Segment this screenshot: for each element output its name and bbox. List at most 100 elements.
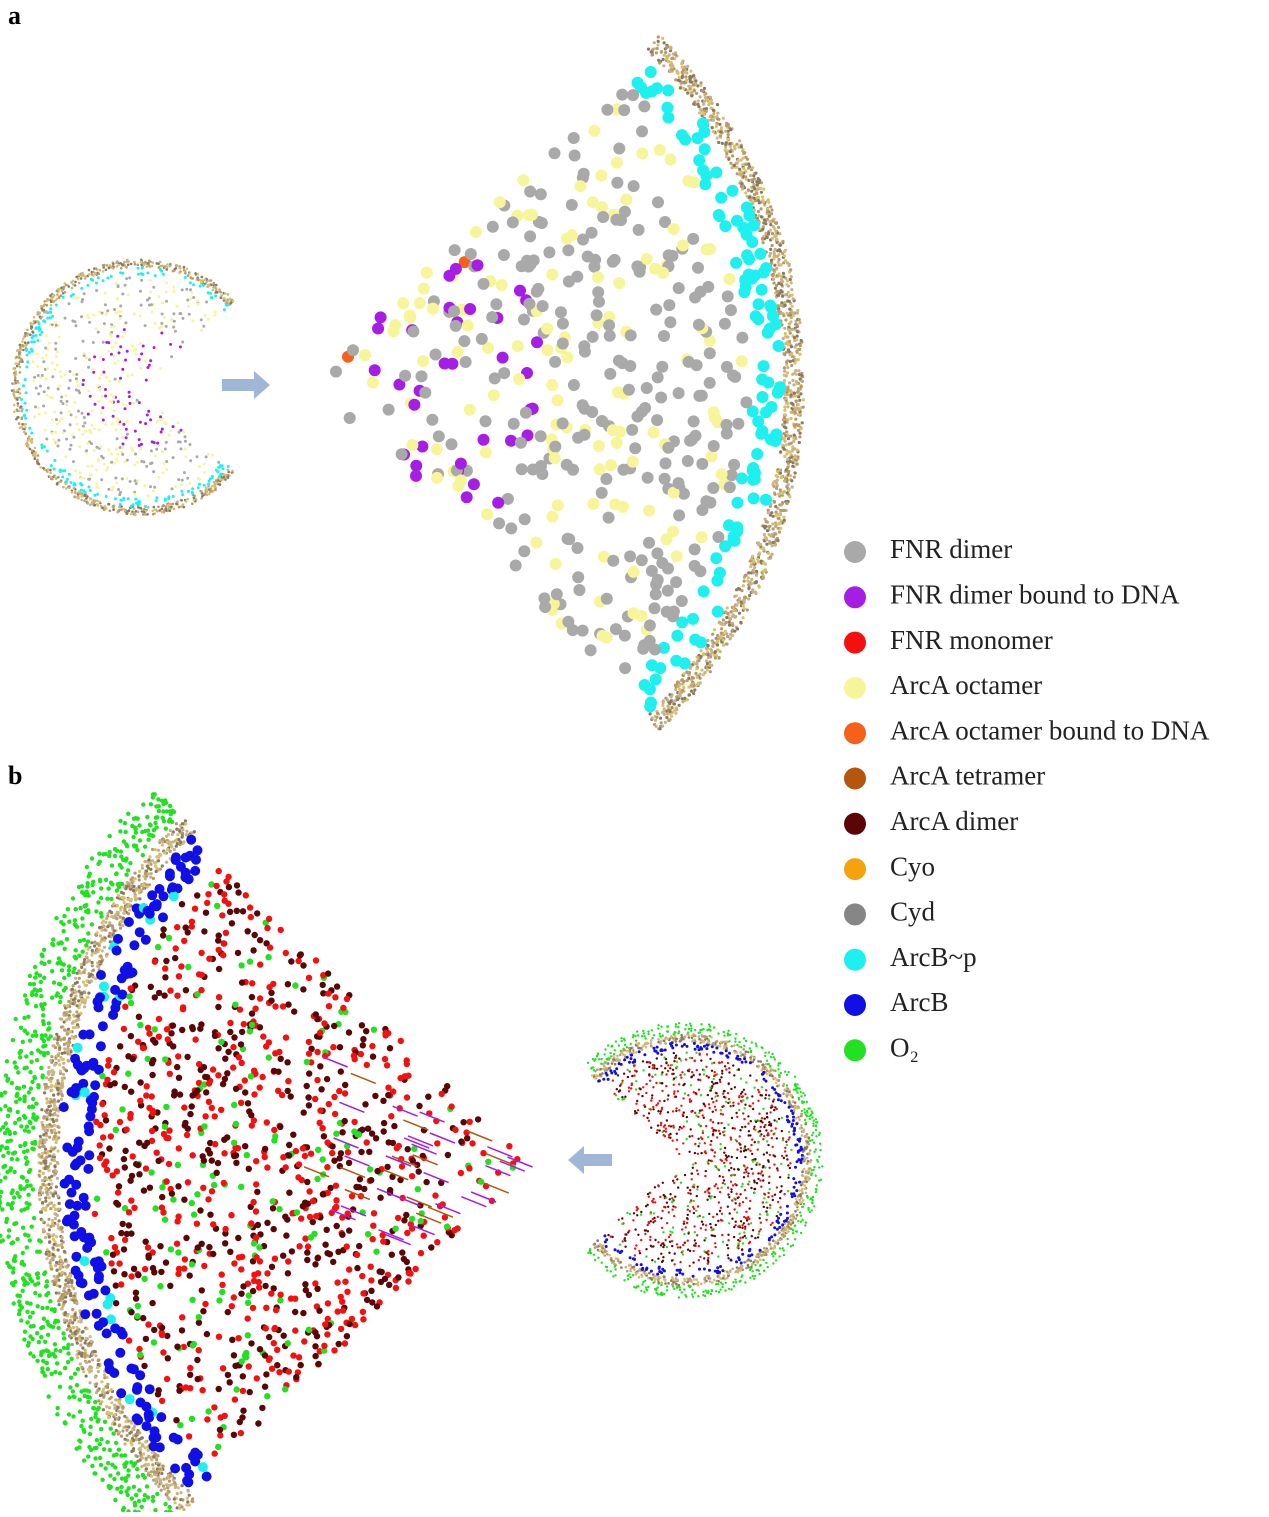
particle — [16, 398, 19, 401]
particle — [702, 652, 705, 655]
particle — [71, 896, 75, 900]
particle — [793, 392, 796, 395]
particle — [753, 566, 756, 569]
particle — [715, 122, 718, 125]
particle — [57, 1299, 60, 1302]
particle — [725, 616, 728, 619]
particle — [150, 1475, 153, 1478]
particle — [587, 331, 599, 343]
particle — [172, 495, 175, 498]
particle — [132, 885, 135, 888]
particle — [206, 489, 209, 492]
particle — [128, 395, 131, 398]
particle — [742, 616, 745, 619]
particle — [658, 61, 661, 64]
particle — [163, 316, 166, 319]
particle — [636, 125, 648, 137]
particle — [214, 294, 217, 297]
particle — [102, 919, 105, 922]
particle — [766, 210, 769, 213]
particle — [57, 1226, 60, 1229]
particle — [142, 887, 145, 890]
particle — [785, 402, 788, 405]
particle — [596, 415, 608, 427]
particle — [160, 1472, 163, 1475]
particle — [45, 1134, 48, 1137]
particle — [53, 474, 56, 477]
particle — [49, 1113, 52, 1116]
particle — [149, 290, 152, 293]
particle — [135, 848, 139, 852]
particle — [178, 431, 181, 434]
particle — [668, 69, 671, 72]
particle — [762, 327, 774, 339]
particle — [88, 273, 91, 276]
particle — [561, 459, 573, 471]
particle — [161, 844, 164, 847]
particle — [35, 387, 38, 390]
particle — [713, 209, 725, 221]
particle — [135, 1438, 138, 1441]
particle — [769, 542, 772, 545]
particle — [708, 102, 711, 105]
particle — [709, 670, 712, 673]
particle — [157, 476, 160, 479]
particle — [38, 1153, 41, 1156]
particle — [73, 918, 77, 922]
particle — [773, 250, 776, 253]
particle — [510, 560, 522, 572]
particle — [790, 442, 793, 445]
particle — [164, 266, 167, 269]
particle — [172, 425, 175, 428]
particle — [111, 423, 114, 426]
particle — [778, 248, 781, 251]
particle — [44, 1148, 47, 1151]
particle — [171, 487, 174, 490]
particle — [771, 553, 774, 556]
particle — [722, 290, 734, 302]
particle — [108, 380, 111, 383]
particle — [110, 1401, 113, 1404]
particle — [145, 875, 148, 878]
particle — [117, 285, 120, 288]
particle — [92, 314, 95, 317]
particle — [693, 390, 705, 402]
particle — [699, 143, 711, 155]
particle — [48, 1235, 51, 1238]
particle — [63, 1037, 66, 1040]
particle — [68, 1322, 71, 1325]
particle — [45, 438, 48, 441]
particle — [127, 293, 130, 296]
particle — [92, 341, 95, 344]
particle — [106, 309, 109, 312]
particle — [83, 477, 86, 480]
particle — [452, 346, 464, 358]
particle — [668, 223, 680, 235]
particle — [32, 360, 35, 363]
particle — [668, 706, 671, 709]
particle — [208, 284, 211, 287]
particle — [448, 305, 460, 317]
particle — [28, 427, 31, 430]
particle — [78, 1338, 81, 1341]
particle — [742, 148, 745, 151]
particle — [187, 1489, 190, 1492]
particle — [110, 453, 113, 456]
particle — [52, 1253, 55, 1256]
particle — [148, 855, 151, 858]
particle — [74, 995, 77, 998]
particle — [60, 1098, 63, 1101]
particle — [134, 263, 137, 266]
particle — [74, 297, 77, 300]
particle — [172, 290, 175, 293]
particle — [720, 632, 723, 635]
particle — [784, 293, 787, 296]
particle — [470, 226, 482, 238]
particle — [549, 441, 561, 453]
particle — [104, 423, 107, 426]
particle — [107, 350, 110, 353]
particle — [197, 273, 200, 276]
particle — [783, 519, 786, 522]
particle — [159, 261, 162, 264]
particle — [152, 513, 155, 516]
